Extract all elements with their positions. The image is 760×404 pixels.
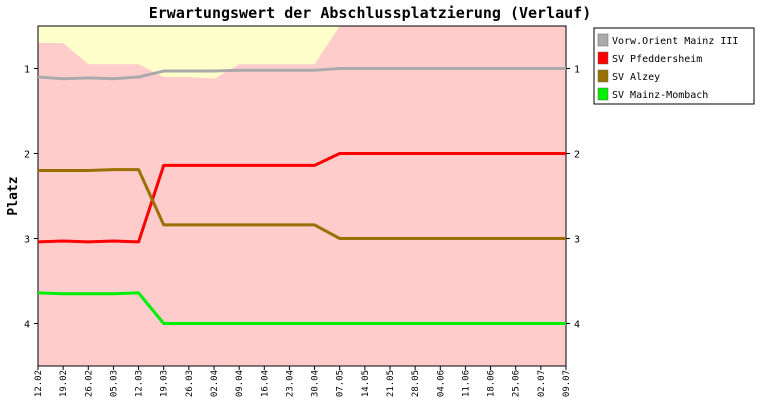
x-tick-label: 26.02 — [84, 370, 94, 397]
plot-border — [37, 25, 567, 367]
y-tick-label-left: 1 — [24, 65, 30, 76]
x-tick-label: 09.04 — [235, 370, 245, 397]
x-tick-label: 05.03 — [109, 370, 119, 397]
x-tick-label: 28.05 — [411, 370, 421, 397]
legend-box — [593, 27, 755, 105]
series-line-4 — [37, 291, 566, 325]
x-tick-label: 12.03 — [135, 370, 145, 397]
chart-title: Erwartungswert der Abschlussplatzierung … — [149, 4, 592, 22]
y-tick-label-left: 2 — [24, 150, 30, 161]
legend-swatch — [597, 69, 609, 83]
x-tick-label: 02.04 — [210, 370, 220, 397]
legend-label: Vorw.Orient Mainz III — [612, 36, 738, 47]
y-tick-label-left: 3 — [24, 235, 30, 246]
y-tick-label-right: 3 — [574, 235, 580, 246]
legend-label: SV Alzey — [612, 72, 660, 83]
x-tick-label: 12.02 — [34, 370, 44, 397]
x-tick-label: 19.02 — [59, 370, 69, 397]
x-tick-label: 21.05 — [386, 370, 396, 397]
x-tick-label: 16.04 — [260, 370, 270, 397]
y-axis-label: Platz — [6, 176, 21, 215]
y-tick-label-right: 2 — [574, 150, 580, 161]
legend-swatch — [597, 87, 609, 101]
legend-label: SV Pfeddersheim — [612, 54, 702, 65]
legend-label: SV Mainz-Mombach — [612, 90, 708, 101]
x-tick-label: 23.04 — [285, 370, 295, 397]
x-tick-label: 19.03 — [160, 370, 170, 397]
y-tick-label-left: 4 — [24, 320, 30, 331]
plot-area: 1 1 2 2 3 3 4 4 12.02 19.02 26.02 05.03 12.03 19.03 26… — [24, 25, 580, 397]
x-tick-label: 18.06 — [487, 370, 497, 397]
x-tick-label: 09.07 — [562, 370, 572, 397]
y-tick-label-right: 1 — [574, 65, 580, 76]
x-tick-label: 07.05 — [336, 370, 346, 397]
series-line-2 — [37, 152, 566, 244]
x-tick-label: 25.06 — [512, 370, 522, 397]
legend: Vorw.Orient Mainz III SV Pfeddersheim SV A… — [593, 27, 755, 105]
y-tick-label-right: 4 — [574, 320, 580, 331]
series-line-3 — [38, 168, 566, 240]
background-lower-region — [38, 26, 566, 366]
legend-swatch — [597, 33, 609, 47]
legend-swatch — [597, 51, 609, 65]
x-tick-label: 02.07 — [537, 370, 547, 397]
x-tick-label: 30.04 — [311, 370, 321, 397]
x-tick-label: 04.06 — [436, 370, 446, 397]
series-line-1 — [37, 67, 566, 81]
x-tick-label: 11.06 — [461, 370, 471, 397]
x-tick-label: 26.03 — [185, 370, 195, 397]
x-tick-label: 14.05 — [361, 370, 371, 397]
